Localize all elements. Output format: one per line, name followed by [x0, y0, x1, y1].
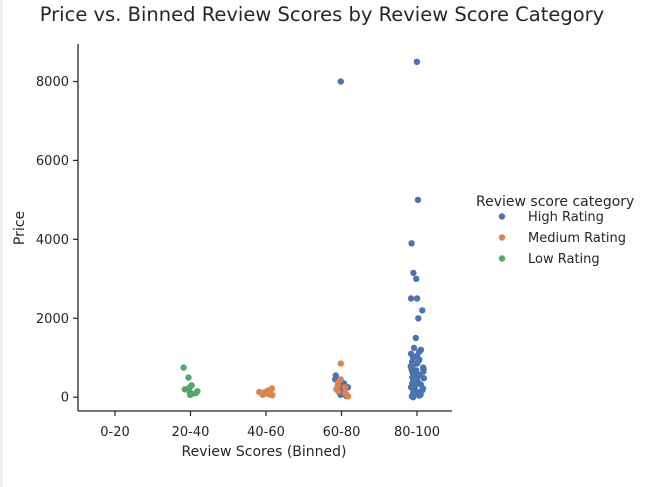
y-tick-label: 8000	[36, 75, 69, 90]
data-point-low-rating	[186, 391, 194, 398]
legend: Review score category High Rating Medium …	[476, 194, 634, 267]
x-tick-label: 40-60	[247, 425, 285, 440]
x-tick-label: 0-20	[100, 425, 130, 440]
data-point-high-rating	[419, 307, 426, 314]
chart-title: Price vs. Binned Review Scores by Review…	[40, 3, 604, 26]
data-point-medium-rating	[259, 391, 266, 398]
data-point-high-rating	[409, 394, 417, 401]
data-point-medium-rating	[341, 384, 349, 391]
data-point-low-rating	[180, 364, 187, 371]
data-point-high-rating	[413, 275, 420, 282]
data-point-high-rating	[407, 295, 415, 302]
legend-marker	[498, 234, 506, 241]
data-point-high-rating	[420, 375, 427, 382]
data-point-low-rating	[185, 374, 192, 381]
page-edge	[0, 0, 3, 487]
data-point-high-rating	[415, 392, 423, 399]
x-tick-label: 20-40	[172, 425, 210, 440]
y-axis-label: Price	[12, 211, 28, 245]
data-point-high-rating	[410, 344, 418, 352]
data-point-low-rating	[186, 384, 193, 391]
data-points	[180, 58, 427, 401]
x-axis-label: Review Scores (Binned)	[181, 444, 346, 460]
data-point-high-rating	[414, 196, 422, 204]
x-tick-label: 60-80	[323, 425, 361, 440]
plot-area: 0 2000 4000 6000 8000 0-20 20-40 40-60 60-80 80-…	[36, 44, 452, 440]
data-point-medium-rating	[337, 360, 344, 367]
y-tick-label: 6000	[36, 154, 69, 169]
legend-label: High Rating	[528, 210, 604, 225]
data-point-high-rating	[412, 334, 419, 342]
data-point-medium-rating	[335, 388, 342, 395]
data-point-high-rating	[413, 58, 421, 65]
data-point-low-rating	[181, 386, 188, 393]
data-point-medium-rating	[269, 392, 276, 399]
x-tick-label: 80-100	[394, 425, 440, 440]
y-tick-label: 2000	[36, 312, 69, 327]
data-point-high-rating	[420, 368, 427, 375]
legend-marker	[498, 213, 506, 220]
data-point-high-rating	[413, 295, 421, 302]
y-tick-label: 4000	[36, 233, 69, 248]
data-point-high-rating	[410, 269, 417, 277]
data-point-high-rating	[337, 78, 344, 85]
data-point-medium-rating	[344, 393, 352, 400]
y-tick-label: 0	[61, 391, 69, 406]
legend-marker	[498, 255, 506, 262]
legend-label: Low Rating	[528, 252, 600, 267]
y-axis-ticks: 0 2000 4000 6000 8000	[36, 75, 78, 406]
legend-items: High Rating Medium Rating Low Rating	[498, 210, 626, 267]
legend-title: Review score category	[476, 194, 634, 210]
legend-label: Medium Rating	[528, 231, 626, 246]
data-point-high-rating	[415, 315, 422, 322]
x-axis-ticks: 0-20 20-40 40-60 60-80 80-100	[100, 411, 440, 440]
data-point-high-rating	[408, 240, 415, 247]
